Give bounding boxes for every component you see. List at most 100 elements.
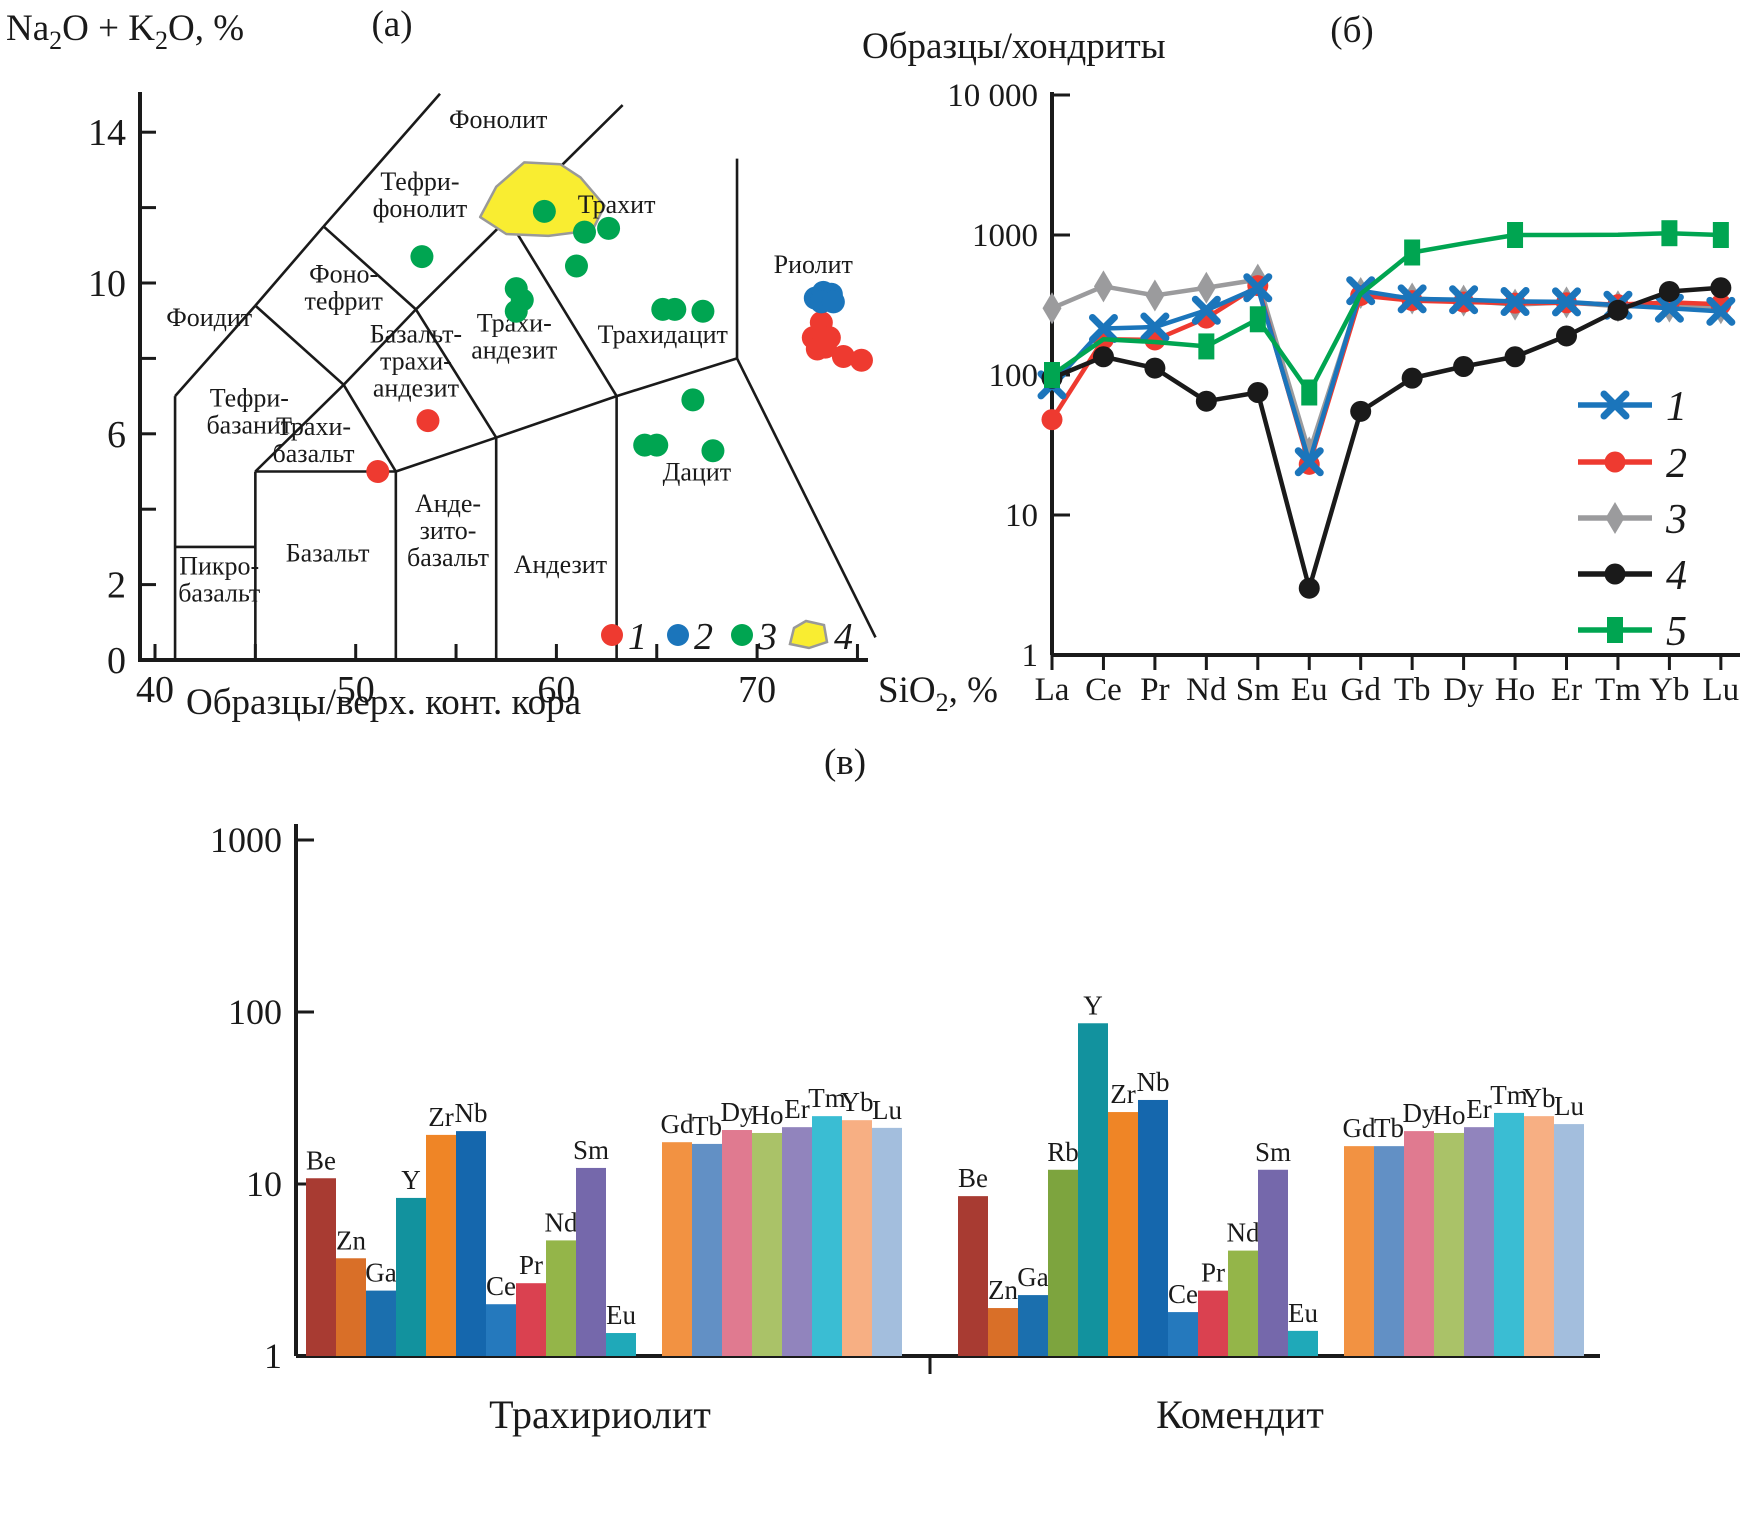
field-boundary-line [322,92,441,228]
bar-Gd [1344,1146,1374,1356]
field-label: Тефри-базанит [206,384,292,440]
data-point-series-2 [821,290,845,314]
series-marker-5 [1044,362,1060,388]
bar-label-Rb: Rb [1047,1137,1079,1167]
x-tick-label: Gd [1341,672,1382,708]
series-marker-5 [1712,222,1729,248]
legend-field-swatch [788,619,829,650]
bar-Er [1464,1127,1494,1356]
x-tick-label: 40 [136,669,174,711]
field-boundary-line [322,225,417,311]
bar-Rb [1048,1169,1078,1356]
bar-Gd [662,1142,692,1356]
series-marker-4 [1092,346,1114,368]
legend-label-4: 4 [834,616,853,658]
x-tick-label: 70 [738,669,776,711]
series-marker-4 [1556,325,1577,347]
y-tick-label: 6 [107,414,126,456]
bar-label-Gd: Gd [661,1109,694,1139]
tas-field-labels: Фоидит Пикро-базальт Базальт Анде-зито-база… [166,105,853,607]
x-tick-label: La [1035,672,1070,708]
y-tick-label: 10 000 [947,78,1038,114]
legend-dot-2 [667,624,689,646]
series-marker-4 [1144,357,1166,379]
series-marker-4 [1401,367,1423,389]
field-boundary-line [342,384,397,473]
bar-Nb [456,1131,486,1356]
field-label: Дацит [663,458,731,487]
y-tick-label: 0 [107,640,126,682]
data-point-series-3 [572,220,596,244]
bar-Nd [1228,1250,1258,1356]
series-marker-1 [1654,293,1684,323]
series-marker-4 [1710,277,1732,299]
field-label: Фонолит [449,105,547,134]
bar-Yb [842,1120,872,1356]
trachyte-highlight-field [478,161,606,238]
bar-label-Nd: Nd [545,1207,578,1237]
panel-b-label: (б) [1330,10,1373,51]
bar-label-Tb: Tb [692,1111,722,1141]
bar-Pr [516,1283,546,1356]
series-marker-4 [1453,356,1475,378]
data-point-series-1 [813,335,837,359]
series-marker-1 [1294,447,1324,477]
y-tick-label: 1 [264,1336,282,1376]
bar-label-Nd: Nd [1227,1218,1260,1248]
bar-label-Eu: Eu [1288,1298,1318,1328]
field-label: Тефри-фонолит [373,167,468,223]
series-marker-4 [1247,381,1269,403]
series-marker-5 [1404,239,1421,266]
series-marker-5 [1507,222,1524,248]
x-tick-label: Dy [1443,672,1484,708]
field-boundary-line [414,308,498,439]
x-tick-label: Eu [1291,672,1328,708]
tas-x-axis-title: SiO2​, % [878,670,998,717]
field-label: Анде-зито-базальт [407,489,489,572]
tas-legend: 1 2 3 4 [601,616,853,658]
series-line-5 [1050,230,1721,395]
series-marker-1 [1243,273,1273,303]
field-label: Трахидацит [598,320,728,349]
data-point-series-3 [663,297,687,321]
bar-label-Gd: Gd [1343,1113,1376,1143]
bar-label-Be: Be [958,1163,988,1193]
bar-title: Образцы/верх. конт. кора [186,682,581,723]
bar-Zr [426,1134,456,1356]
data-point-series-3 [597,216,621,240]
series-marker-4 [1195,390,1217,412]
y-tick-label: 10 [246,1164,282,1204]
data-point-series-1 [849,348,873,372]
spider-series [1037,220,1736,599]
field-label: Фоно-тефрит [304,259,382,315]
data-point-series-3 [532,199,556,223]
series-marker-3 [1042,292,1062,325]
legend-label-2: 2 [694,616,713,658]
data-point-series-1 [366,460,390,483]
bar-label-Sm: Sm [573,1135,609,1165]
bar-Be [958,1196,988,1356]
tas-y-axis-title: Na2​O + K2​O, % [6,8,244,55]
legend-label-1: 1 [1666,384,1687,430]
tas-data-points [366,199,873,483]
bar-Tm [1494,1112,1524,1356]
x-tick-label: 50 [337,669,375,711]
bar-Eu [606,1333,636,1356]
bar-label-Y: Y [1083,990,1103,1020]
field-label: Базальт-трахи-андезит [370,319,462,402]
bar-label-Zr: Zr [1110,1079,1135,1109]
bar-Zr [1108,1112,1138,1356]
spider-legend: 1 2 3 4 5 [1578,384,1687,655]
legend-marker-1 [1600,390,1630,420]
bar-group-labels: Трахириолит Комендит [489,1392,1324,1437]
spider-axes: 1 10 100 1000 10 000 La Ce Pr Nd Sm Eu Gd Tb Dy Ho Er Tm… [947,78,1740,708]
x-tick-label: Lu [1703,672,1740,708]
tas-shaded-field [478,161,606,238]
data-point-series-3 [645,433,669,457]
bar-label-Ga: Ga [365,1258,396,1288]
bar-label-Ga: Ga [1017,1262,1048,1292]
series-marker-1 [1552,287,1581,317]
